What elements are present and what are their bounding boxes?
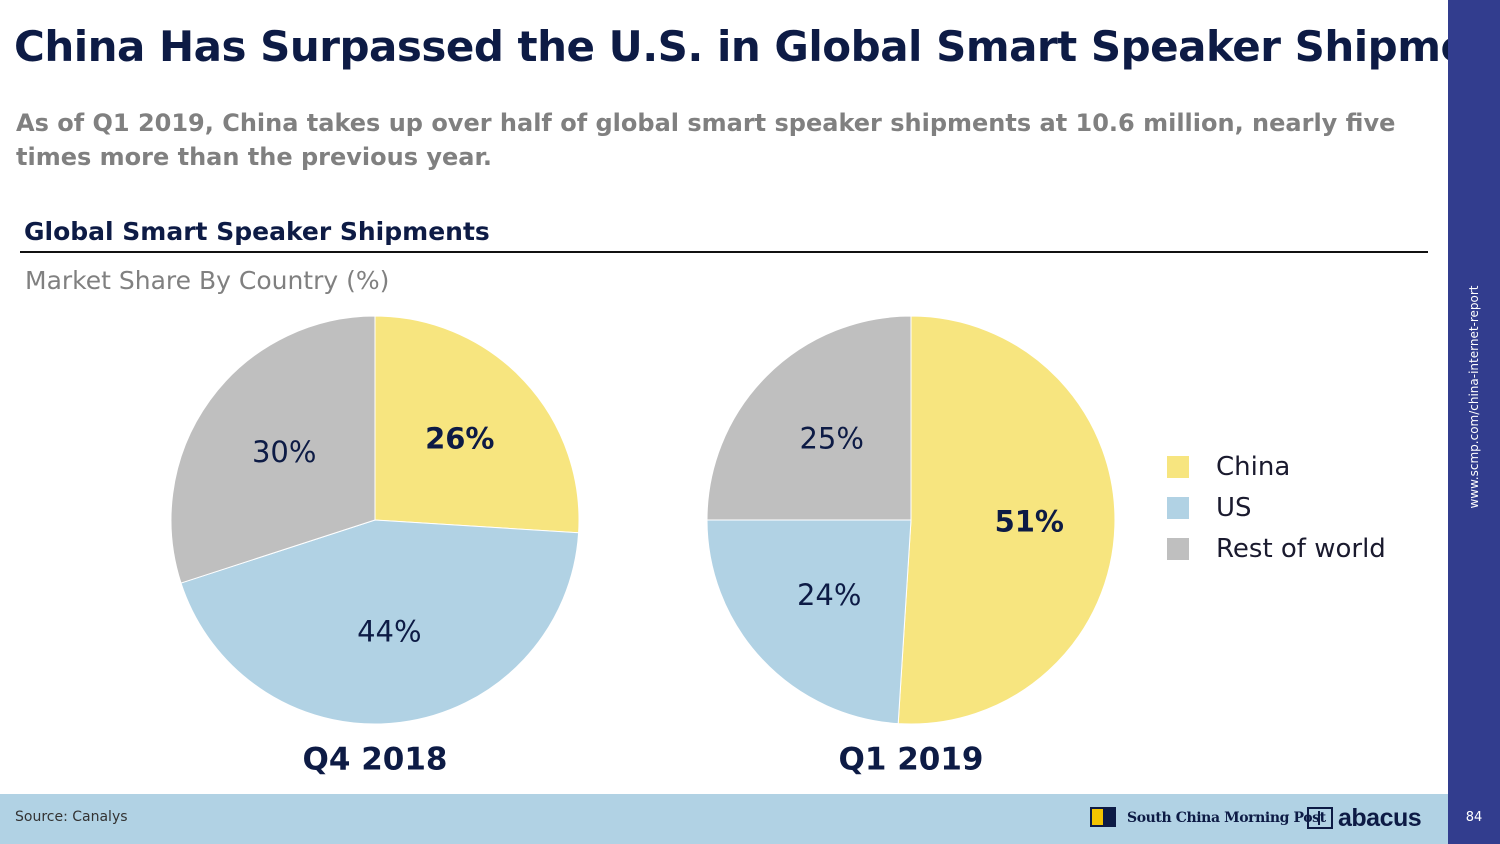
page-number: 84 (1465, 810, 1483, 825)
legend-swatch-rest-of-world (1167, 537, 1189, 560)
pie-label-q4-2018-rest-of-world: 30% (252, 435, 316, 469)
pie-label-q4-2018-us: 44% (357, 614, 421, 648)
pie-charts: 26% 44% 30% Q4 2018 51% 24% 25% Q1 2019 (170, 315, 1116, 778)
scmp-logo-icon (1090, 807, 1116, 827)
pie-label-q1-2019-china: 51% (995, 505, 1064, 539)
pie-label-q4-2018-china: 26% (425, 421, 494, 455)
sidebar-url-text: www.scmp.com/china-internet-report (1467, 285, 1481, 509)
legend-item-rest-of-world: Rest of world (1167, 528, 1386, 569)
legend-swatch-us (1167, 496, 1189, 519)
pie-caption-q4-2018: Q4 2018 (303, 742, 448, 778)
page-subtitle: As of Q1 2019, China takes up over half … (16, 109, 1396, 171)
chart-title: Global Smart Speaker Shipments (24, 217, 490, 246)
pie-slice-q1-2019-china (897, 315, 1116, 725)
pie-label-q1-2019-rest-of-world: 25% (799, 422, 863, 456)
page-title: China Has Surpassed the U.S. in Global S… (14, 22, 1500, 71)
pie-slice-q4-2018-rest-of-world (170, 315, 376, 584)
legend-swatch-china (1167, 455, 1189, 478)
sidebar-band: www.scmp.com/china-internet-report 84 (1448, 0, 1500, 844)
pie-slice-q4-2018-china (374, 315, 580, 534)
pie-q4-2018: 26% 44% 30% Q4 2018 (170, 315, 580, 778)
scmp-brand: South China Morning Post (1127, 810, 1326, 826)
pie-q1-2019: 51% 24% 25% Q1 2019 (706, 315, 1116, 778)
pie-caption-q1-2019: Q1 2019 (839, 742, 984, 778)
source-note: Source: Canalys (15, 809, 128, 825)
legend-label-us: US (1216, 492, 1252, 523)
pie-slice-q1-2019-us (706, 519, 912, 725)
pie-slice-q4-2018-us (180, 519, 580, 725)
abacus-brand: abacus (1338, 804, 1422, 832)
chart-subtitle: Market Share By Country (%) (25, 266, 390, 295)
pie-slice-q1-2019-rest-of-world (706, 315, 912, 521)
legend-label-rest-of-world: Rest of world (1216, 533, 1386, 564)
legend: China US Rest of world (1167, 446, 1386, 569)
legend-item-china: China (1167, 446, 1386, 487)
legend-label-china: China (1216, 451, 1291, 482)
pie-label-q1-2019-us: 24% (797, 578, 861, 612)
footer-bar: Source: Canalys South China Morning Post… (0, 794, 1448, 844)
title-divider (20, 251, 1428, 253)
legend-item-us: US (1167, 487, 1386, 528)
abacus-logo-icon (1307, 807, 1333, 829)
